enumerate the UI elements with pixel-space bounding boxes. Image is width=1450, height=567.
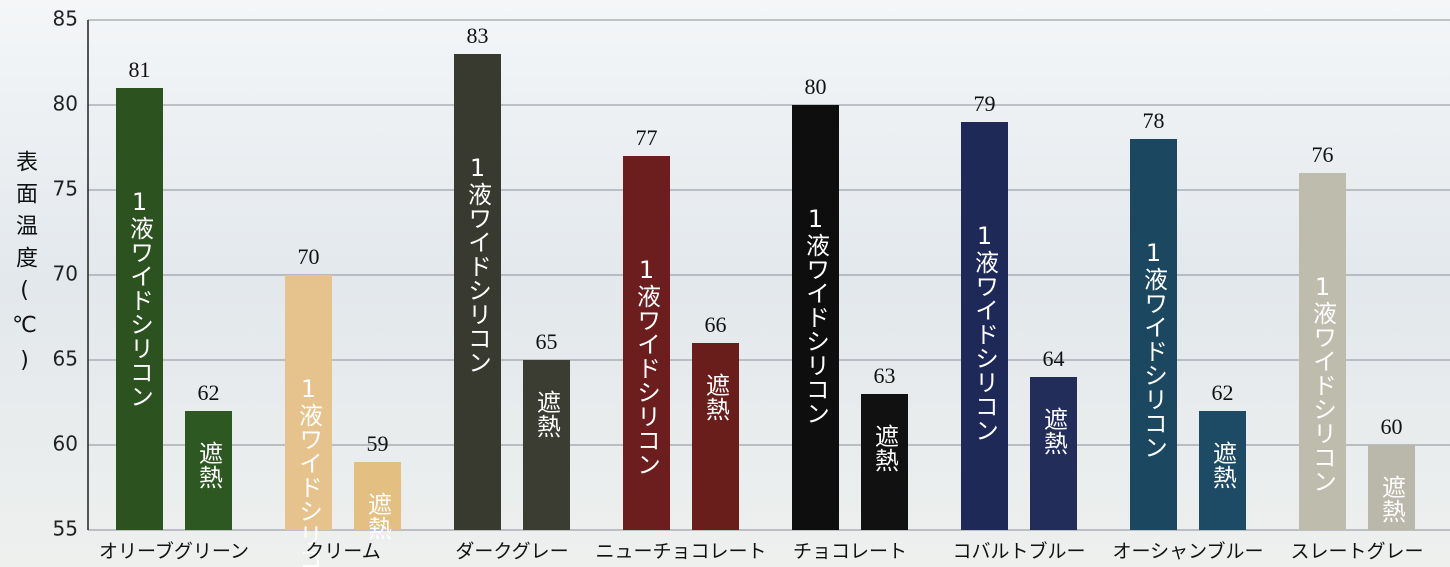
bar	[116, 88, 163, 530]
bar-series-label: 1液ワイドシリコン	[1309, 273, 1337, 493]
bar	[354, 462, 401, 530]
y-tick-label: 75	[53, 177, 78, 201]
bar-series-label: 遮熱	[195, 441, 223, 489]
bar	[623, 156, 670, 530]
value-label: 79	[974, 91, 996, 116]
x-tick-label: チョコレート	[793, 541, 907, 563]
x-tick-label: ダークグレー	[455, 541, 568, 563]
bar-series-label: 遮熱	[871, 424, 899, 472]
bar-series-label: 遮熱	[702, 373, 730, 421]
bar	[1299, 173, 1346, 530]
value-label: 80	[805, 74, 827, 99]
bar-series-label: 1液ワイドシリコン	[633, 256, 661, 476]
value-label: 60	[1381, 414, 1403, 439]
y-tick-label: 55	[53, 517, 78, 541]
bar-series-label: 遮熱	[533, 390, 561, 438]
value-label: 64	[1043, 346, 1065, 371]
value-label: 78	[1143, 108, 1165, 133]
bar	[523, 360, 570, 530]
bar	[861, 394, 908, 530]
x-tick-label: クリーム	[305, 541, 380, 563]
value-label: 65	[536, 329, 558, 354]
bar	[692, 343, 739, 530]
value-label: 59	[367, 431, 389, 456]
value-label: 63	[874, 363, 896, 388]
bar-series-label: 遮熱	[364, 492, 392, 540]
bar	[1368, 445, 1415, 530]
value-label: 62	[1212, 380, 1234, 405]
bar	[454, 54, 501, 530]
bar	[792, 105, 839, 530]
x-tick-label: オリーブグリーン	[99, 540, 249, 563]
value-label: 70	[298, 244, 320, 269]
value-label: 83	[467, 23, 489, 48]
value-label: 76	[1312, 142, 1334, 167]
y-tick-label: 60	[53, 432, 78, 456]
bar	[1199, 411, 1246, 530]
y-tick-label: 70	[53, 262, 78, 286]
bar-series-label: 1液ワイドシリコン	[126, 188, 154, 408]
bar-series-label: 1液ワイドシリコン	[971, 222, 999, 442]
bar-series-label: 遮熱	[1209, 441, 1237, 489]
bar	[285, 275, 332, 530]
y-tick-label: 65	[53, 347, 78, 371]
y-tick-label: 85	[53, 7, 78, 31]
x-tick-label: コバルトブルー	[952, 540, 1085, 563]
y-axis-label: 表面温度(℃)	[12, 150, 38, 383]
bar-series-label: 遮熱	[1040, 407, 1068, 455]
value-label: 81	[129, 57, 151, 82]
bar	[1030, 377, 1077, 530]
bar-series-label: 遮熱	[1378, 475, 1406, 523]
bar-series-label: 1液ワイドシリコン	[464, 154, 492, 374]
bar	[961, 122, 1008, 530]
y-tick-label: 80	[53, 92, 78, 116]
value-label: 77	[636, 125, 658, 150]
x-tick-label: スレートグレー	[1290, 541, 1423, 563]
value-label: 66	[705, 312, 727, 337]
value-label: 62	[198, 380, 220, 405]
bar	[185, 411, 232, 530]
x-tick-label: ニューチョコレート	[595, 541, 766, 563]
bar-series-label: 1液ワイドシリコン	[802, 205, 830, 425]
x-tick-label: オーシャンブルー	[1112, 540, 1263, 563]
bar-series-label: 1液ワイドシリコン	[1140, 239, 1168, 459]
bar	[1130, 139, 1177, 530]
bar-series-label: 1液ワイドシリコン	[295, 375, 323, 567]
